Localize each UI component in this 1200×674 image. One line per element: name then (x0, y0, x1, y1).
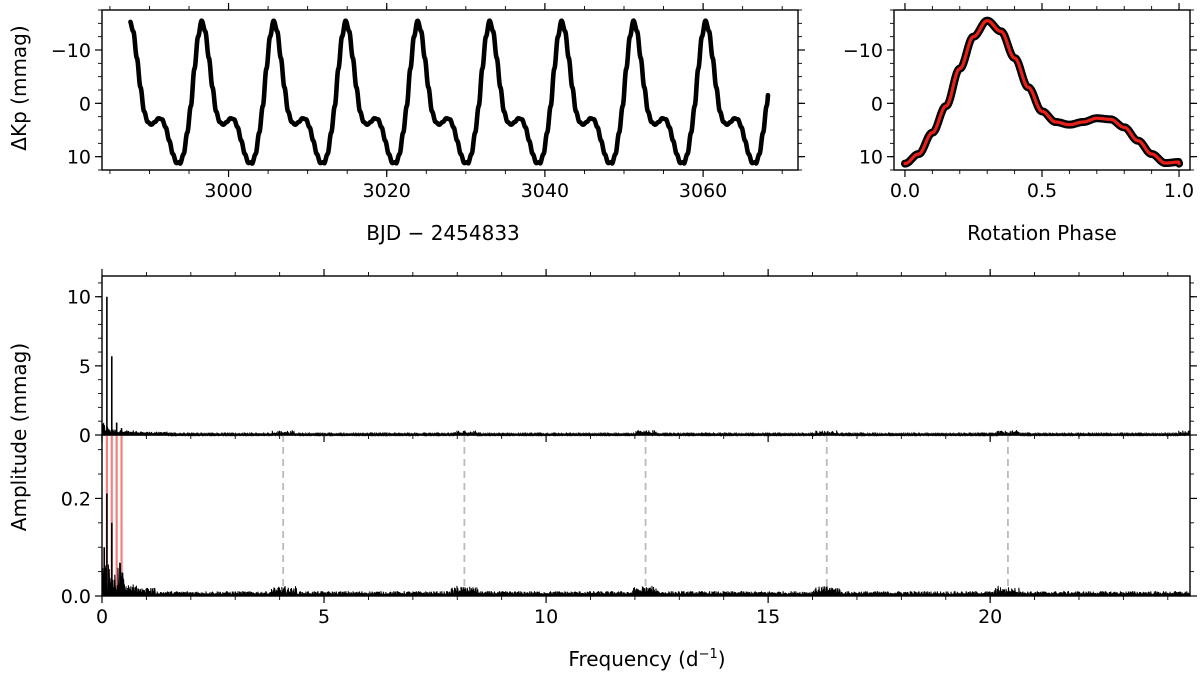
phase-curve-y-tick-label: −10 (843, 40, 883, 62)
light-curve-y-label: ΔKp (mmag) (7, 25, 31, 150)
light-curve-x-label: BJD − 2454833 (366, 221, 520, 245)
phase-curve-y-tick-label: 0 (871, 93, 883, 115)
amplitude-spectrum-frame (101, 275, 1191, 436)
phase-curve-y-tick-label: 10 (859, 147, 883, 169)
light-curve-series (128, 18, 771, 166)
light-curve-y-tick-label: −10 (51, 40, 91, 62)
residual-spectrum-x-tick-label: 5 (318, 606, 330, 628)
frequency-x-label: Frequency (d−1) (568, 647, 725, 671)
light-curve-y-tick-label: 0 (79, 93, 91, 115)
light-curve-x-tick-label: 3040 (521, 180, 569, 202)
amplitude-spectrum-series (101, 422, 1191, 437)
amplitude-spectrum-panel: 0 5 10 (67, 269, 1197, 447)
phase-x-label: Rotation Phase (967, 221, 1117, 245)
residual-spectrum-frame (101, 434, 1191, 597)
residual-spectrum-y-tick-label: 0.0 (61, 586, 91, 608)
phase-curve-x-tick-label: 0.0 (890, 180, 920, 202)
light-curve-x-tick-label: 3060 (679, 180, 727, 202)
phase-curve-panel: 0.0 0.5 1.0 −10 0 10 (843, 3, 1197, 202)
amplitude-y-label: Amplitude (mmag) (7, 343, 31, 531)
light-curve-x-tick-label: 3000 (204, 180, 252, 202)
light-curve-panel: 3000 3020 3040 3060 −10 0 10 (51, 3, 805, 202)
amplitude-spectrum-y-tick-label: 0 (79, 425, 91, 447)
residual-spectrum-panel: 0 5 10 15 20 0.0 0.2 (61, 434, 1197, 628)
phase-fit-line (903, 19, 1181, 166)
residual-spectrum-x-tick-label: 15 (756, 606, 780, 628)
amplitude-spectrum-y-tick-label: 10 (67, 287, 91, 309)
light-curve-x-tick-label: 3020 (363, 180, 411, 202)
phase-curve-x-tick-label: 1.0 (1164, 180, 1194, 202)
light-curve-y-tick-label: 10 (67, 147, 91, 169)
amplitude-spectrum-y-tick-label: 5 (79, 356, 91, 378)
residual-spectrum-series (101, 560, 1191, 597)
residual-spectrum-x-tick-label: 0 (96, 606, 108, 628)
residual-spectrum-x-tick-label: 20 (978, 606, 1002, 628)
residual-spectrum-y-tick-label: 0.2 (61, 488, 91, 510)
residual-spectrum-x-tick-label: 10 (534, 606, 558, 628)
phase-curve-x-tick-label: 0.5 (1027, 180, 1057, 202)
